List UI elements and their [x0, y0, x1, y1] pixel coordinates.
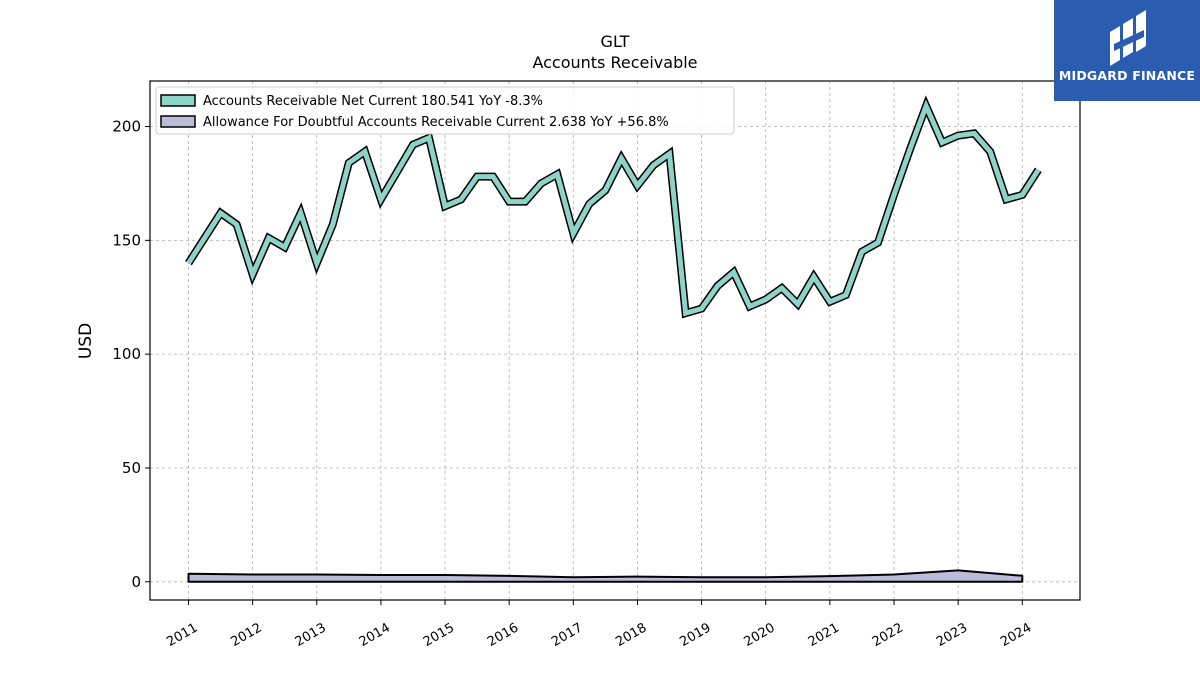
x-tick-label: 2019	[677, 620, 713, 650]
y-tick-label: 100	[112, 345, 141, 363]
legend: Accounts Receivable Net Current 180.541 …	[155, 86, 735, 135]
chart-title: GLT	[601, 32, 630, 51]
y-tick-label: 200	[112, 118, 141, 136]
legend-label-allowance: Allowance For Doubtful Accounts Receivab…	[203, 115, 669, 130]
x-tick-label: 2022	[870, 620, 906, 650]
x-tick-label: 2024	[998, 620, 1034, 650]
x-tick-label: 2023	[934, 620, 970, 650]
y-tick-label: 150	[112, 231, 141, 249]
midgard-logo-icon	[1110, 10, 1146, 66]
x-tick-label: 2018	[613, 620, 649, 650]
chart-subtitle: Accounts Receivable	[532, 53, 697, 72]
x-tick-label: 2012	[228, 620, 264, 650]
brand-name: MIDGARD FINANCE	[1058, 68, 1196, 83]
x-tick-label: 2015	[421, 620, 457, 650]
x-tick-label: 2011	[164, 620, 200, 650]
x-tick-label: 2021	[806, 620, 842, 650]
brand-logo: MIDGARD FINANCE	[1054, 0, 1200, 101]
x-tick-label: 2014	[357, 620, 393, 650]
grid-lines	[150, 81, 1080, 600]
series-layer	[185, 95, 1042, 583]
series-ar-net-line	[186, 99, 1041, 317]
plot-frame	[149, 80, 1081, 601]
y-axis-label: USD	[76, 323, 96, 359]
legend-swatch-allowance	[160, 115, 196, 128]
series-ar-net-outline	[185, 95, 1042, 319]
x-tick-label: 2016	[485, 620, 521, 650]
legend-box	[155, 86, 735, 135]
legend-label-ar-net: Accounts Receivable Net Current 180.541 …	[203, 94, 543, 109]
y-tick-label: 0	[131, 573, 141, 591]
y-tick-label: 50	[122, 459, 141, 477]
x-tick-label: 2020	[742, 620, 778, 650]
x-tick-label: 2017	[549, 620, 585, 650]
x-tick-label: 2013	[293, 620, 329, 650]
legend-swatch-ar-net	[160, 94, 196, 107]
series-allowance-area	[187, 569, 1024, 583]
